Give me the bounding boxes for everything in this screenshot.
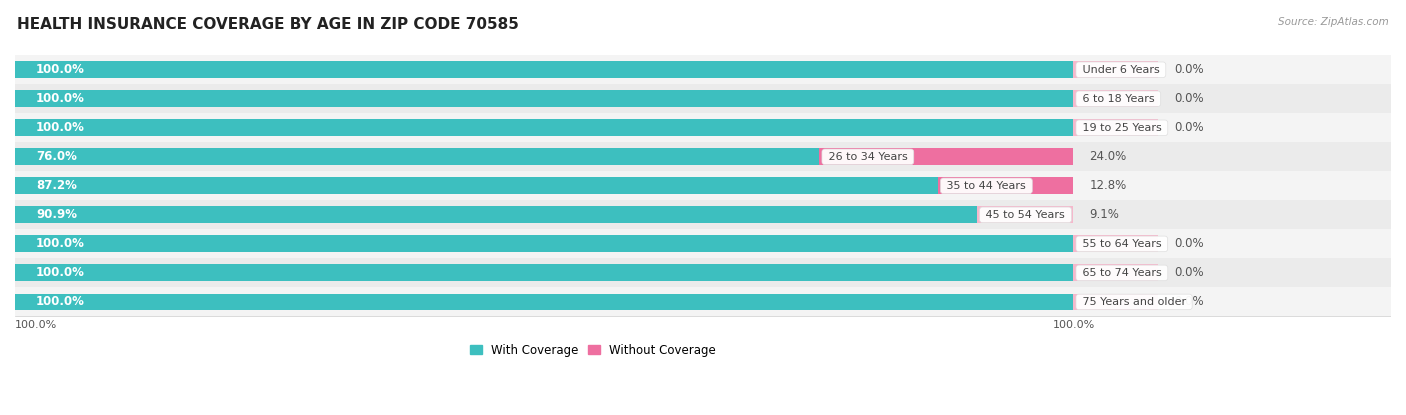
Bar bbox=[1073, 120, 1159, 136]
Bar bbox=[15, 288, 1391, 316]
Text: 19 to 25 Years: 19 to 25 Years bbox=[1078, 123, 1166, 133]
Text: 9.1%: 9.1% bbox=[1090, 208, 1119, 221]
Bar bbox=[15, 90, 1073, 107]
Text: 6 to 18 Years: 6 to 18 Years bbox=[1078, 94, 1159, 104]
Text: 100.0%: 100.0% bbox=[37, 237, 84, 250]
Text: 100.0%: 100.0% bbox=[1052, 320, 1095, 330]
Text: 100.0%: 100.0% bbox=[37, 295, 84, 308]
Bar bbox=[15, 259, 1391, 288]
Bar bbox=[15, 61, 1073, 78]
Text: 90.9%: 90.9% bbox=[37, 208, 77, 221]
Bar bbox=[15, 206, 977, 223]
Text: 0.0%: 0.0% bbox=[1174, 92, 1204, 105]
Text: 65 to 74 Years: 65 to 74 Years bbox=[1078, 268, 1166, 278]
Text: 35 to 44 Years: 35 to 44 Years bbox=[943, 181, 1029, 191]
Text: Under 6 Years: Under 6 Years bbox=[1078, 65, 1163, 75]
Bar bbox=[15, 178, 938, 194]
Bar bbox=[15, 229, 1391, 259]
Bar bbox=[15, 120, 1073, 136]
Text: 12.8%: 12.8% bbox=[1090, 179, 1126, 192]
Bar bbox=[977, 206, 1073, 223]
Bar bbox=[1073, 293, 1159, 310]
Text: HEALTH INSURANCE COVERAGE BY AGE IN ZIP CODE 70585: HEALTH INSURANCE COVERAGE BY AGE IN ZIP … bbox=[17, 17, 519, 32]
Text: 100.0%: 100.0% bbox=[37, 266, 84, 279]
Bar bbox=[15, 149, 820, 165]
Text: 0.0%: 0.0% bbox=[1174, 63, 1204, 76]
Bar bbox=[15, 264, 1073, 281]
Bar bbox=[15, 171, 1391, 200]
Text: 100.0%: 100.0% bbox=[15, 320, 58, 330]
Bar bbox=[15, 84, 1391, 113]
Text: 76.0%: 76.0% bbox=[37, 150, 77, 164]
Text: 100.0%: 100.0% bbox=[37, 92, 84, 105]
Bar bbox=[1073, 90, 1159, 107]
Text: 0.0%: 0.0% bbox=[1174, 295, 1204, 308]
Bar bbox=[15, 55, 1391, 84]
Text: 55 to 64 Years: 55 to 64 Years bbox=[1078, 239, 1166, 249]
Bar bbox=[1073, 264, 1159, 281]
Bar bbox=[15, 113, 1391, 142]
Text: Source: ZipAtlas.com: Source: ZipAtlas.com bbox=[1278, 17, 1389, 27]
Text: 26 to 34 Years: 26 to 34 Years bbox=[825, 152, 911, 162]
Text: 24.0%: 24.0% bbox=[1090, 150, 1126, 164]
Text: 75 Years and older: 75 Years and older bbox=[1078, 297, 1189, 307]
Bar bbox=[938, 178, 1073, 194]
Legend: With Coverage, Without Coverage: With Coverage, Without Coverage bbox=[465, 339, 721, 361]
Text: 0.0%: 0.0% bbox=[1174, 266, 1204, 279]
Bar bbox=[820, 149, 1073, 165]
Text: 100.0%: 100.0% bbox=[37, 63, 84, 76]
Bar bbox=[1073, 235, 1159, 252]
Bar bbox=[15, 142, 1391, 171]
Text: 100.0%: 100.0% bbox=[37, 121, 84, 134]
Text: 87.2%: 87.2% bbox=[37, 179, 77, 192]
Bar bbox=[1073, 61, 1159, 78]
Bar bbox=[15, 200, 1391, 229]
Bar bbox=[15, 293, 1073, 310]
Text: 0.0%: 0.0% bbox=[1174, 237, 1204, 250]
Bar bbox=[15, 235, 1073, 252]
Text: 0.0%: 0.0% bbox=[1174, 121, 1204, 134]
Text: 45 to 54 Years: 45 to 54 Years bbox=[983, 210, 1069, 220]
